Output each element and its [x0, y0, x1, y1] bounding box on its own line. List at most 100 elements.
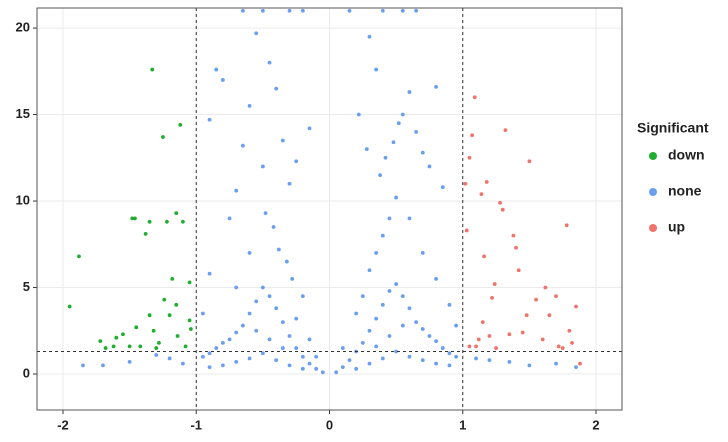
point: [320, 370, 325, 375]
point: [77, 254, 81, 259]
point: [287, 8, 292, 13]
point: [378, 173, 383, 177]
point: [427, 164, 432, 169]
point: [143, 232, 148, 236]
point: [476, 337, 481, 342]
point: [207, 271, 212, 276]
point: [507, 360, 512, 364]
point: [474, 344, 478, 349]
point: [284, 259, 289, 264]
point: [201, 311, 205, 316]
point: [247, 356, 252, 361]
point: [234, 188, 239, 193]
point: [480, 320, 485, 325]
point: [374, 316, 379, 321]
point: [207, 365, 212, 370]
point: [161, 135, 165, 139]
point: [287, 363, 292, 368]
point: [175, 334, 180, 338]
point: [490, 296, 494, 300]
point: [374, 67, 379, 72]
point: [367, 361, 372, 366]
point: [165, 219, 169, 224]
point: [147, 313, 152, 318]
point: [387, 289, 392, 293]
point: [170, 276, 175, 281]
point: [98, 339, 103, 344]
point: [554, 361, 558, 366]
point: [157, 340, 161, 345]
point: [467, 344, 472, 349]
point: [247, 104, 252, 108]
point: [240, 8, 245, 13]
point: [427, 334, 432, 338]
point: [187, 280, 192, 285]
point: [134, 325, 139, 330]
point: [263, 211, 268, 216]
point: [516, 268, 521, 273]
point: [498, 200, 502, 205]
point: [414, 129, 419, 134]
point: [356, 112, 361, 117]
point: [407, 354, 412, 359]
point: [500, 207, 505, 212]
point: [254, 328, 259, 333]
point: [347, 358, 352, 363]
point: [260, 351, 265, 356]
point: [187, 318, 192, 323]
point: [207, 117, 212, 122]
point: [274, 86, 279, 91]
point: [314, 354, 319, 359]
point: [174, 211, 179, 216]
point: [240, 143, 245, 148]
point: [447, 351, 452, 356]
point: [494, 346, 498, 350]
point: [267, 294, 272, 299]
x-tick-label: 2: [592, 417, 599, 432]
point: [167, 356, 172, 361]
point: [507, 332, 512, 337]
point: [280, 320, 285, 325]
point: [407, 306, 412, 311]
point: [183, 344, 188, 349]
point: [287, 334, 292, 338]
point: [150, 67, 155, 72]
point: [547, 313, 552, 318]
point: [454, 323, 458, 328]
point: [340, 365, 345, 370]
point: [307, 361, 312, 366]
point: [554, 294, 558, 299]
point: [479, 192, 484, 197]
point: [189, 327, 193, 331]
point: [294, 346, 299, 350]
point: [162, 297, 167, 302]
point: [487, 358, 492, 363]
point: [394, 282, 399, 286]
y-tick-label: 20: [16, 20, 30, 35]
legend-marker: [649, 152, 657, 160]
point: [127, 360, 132, 364]
point: [67, 304, 72, 309]
point: [201, 354, 205, 359]
x-tick-label: 1: [459, 417, 466, 432]
point: [447, 363, 452, 368]
point: [524, 313, 529, 318]
point: [174, 302, 179, 307]
y-tick-label: 5: [23, 279, 30, 294]
point: [271, 225, 276, 229]
point: [290, 276, 295, 281]
point: [434, 339, 439, 344]
point: [254, 31, 259, 36]
point: [181, 361, 185, 366]
point: [367, 34, 372, 39]
point: [247, 251, 252, 255]
point: [394, 195, 399, 200]
point: [207, 351, 212, 356]
point: [380, 356, 385, 361]
point: [111, 344, 116, 349]
point: [440, 346, 445, 350]
point: [440, 185, 445, 190]
point: [151, 328, 156, 333]
point: [267, 337, 272, 342]
